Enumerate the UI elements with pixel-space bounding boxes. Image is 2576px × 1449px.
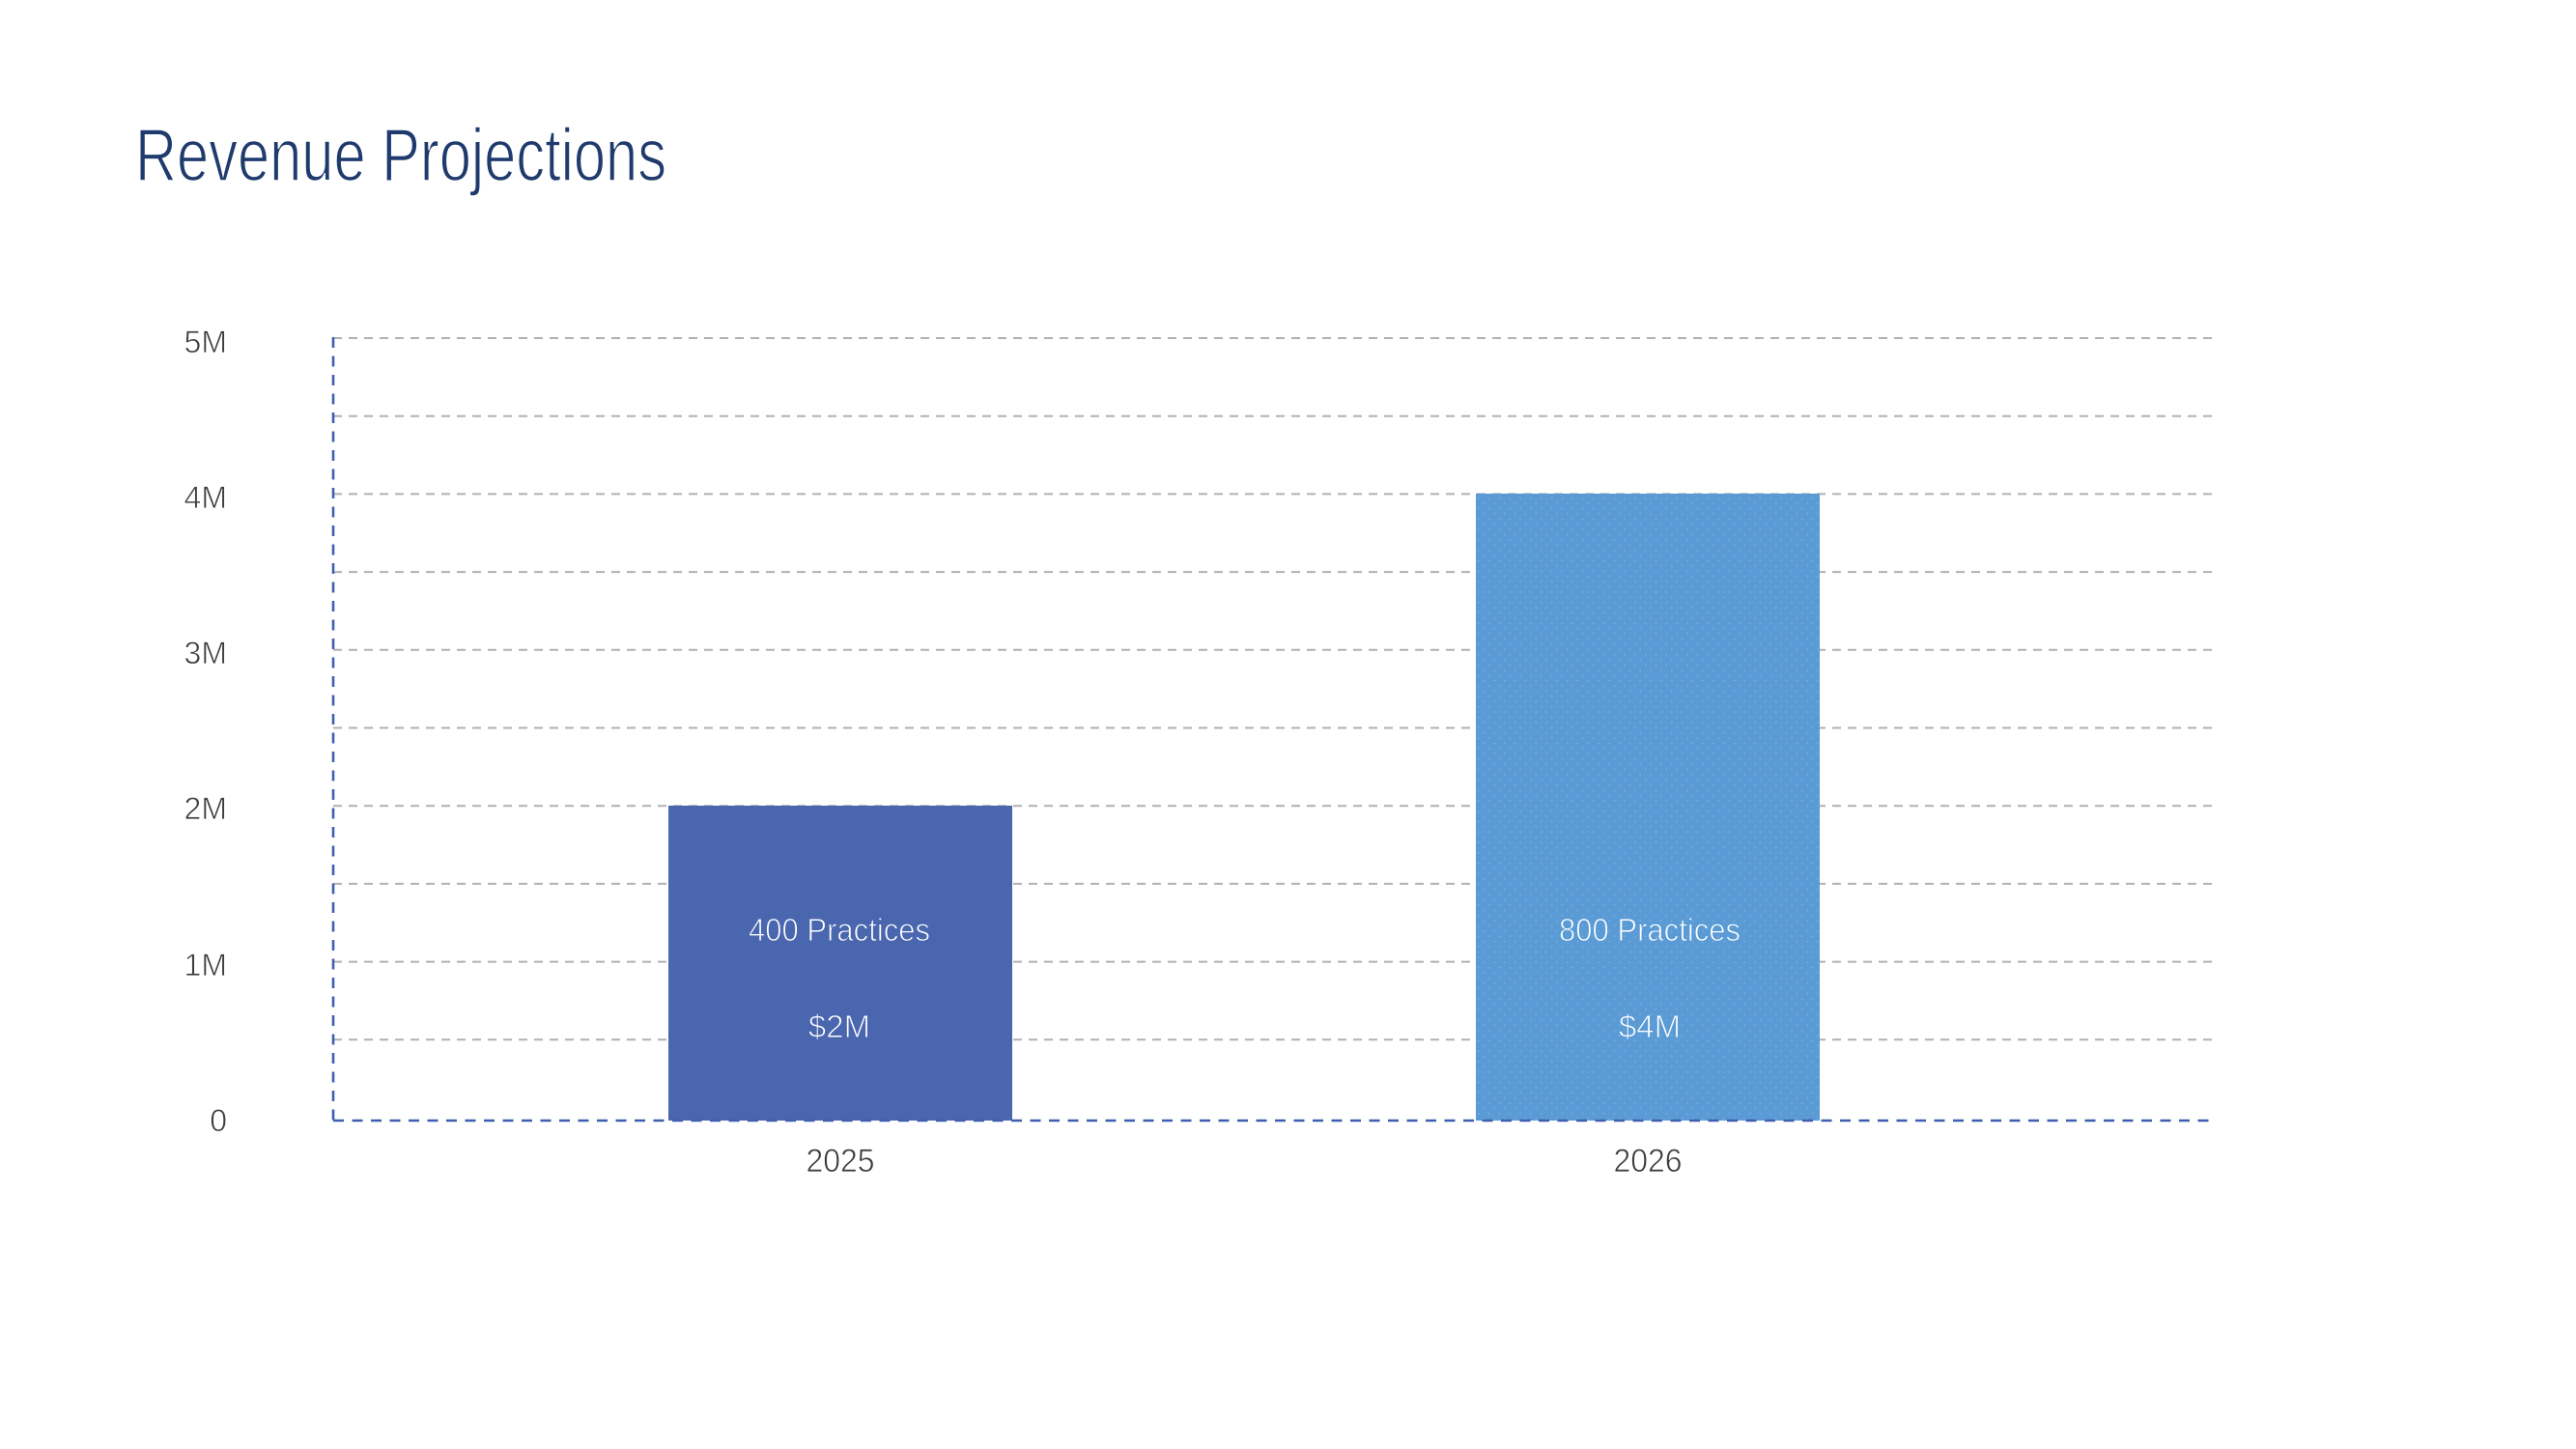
svg-text:Revenue Projections: Revenue Projections [135, 114, 666, 197]
svg-text:1M: 1M [184, 948, 227, 982]
svg-text:4M: 4M [184, 480, 227, 515]
svg-text:$4M: $4M [1619, 1009, 1681, 1044]
svg-text:2025: 2025 [807, 1143, 875, 1179]
svg-text:2M: 2M [184, 791, 227, 826]
svg-text:0: 0 [210, 1103, 227, 1138]
svg-text:3M: 3M [184, 636, 227, 670]
svg-text:400 Practices: 400 Practices [749, 912, 930, 948]
svg-text:$2M: $2M [808, 1009, 870, 1044]
svg-text:800 Practices: 800 Practices [1559, 912, 1741, 948]
svg-text:5M: 5M [184, 325, 227, 359]
svg-text:2026: 2026 [1614, 1143, 1683, 1179]
